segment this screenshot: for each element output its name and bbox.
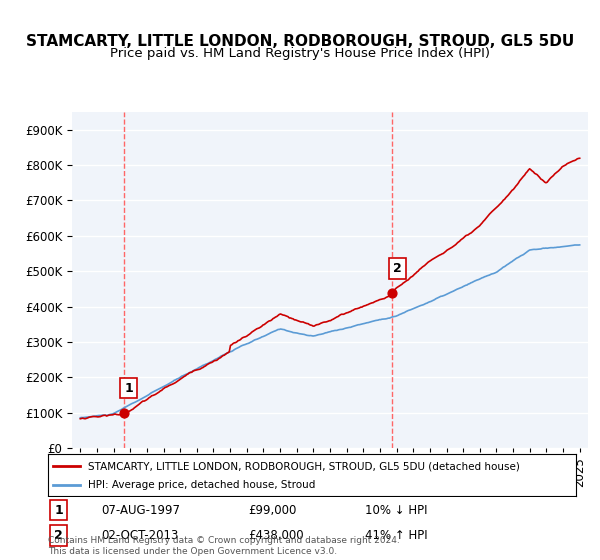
- Text: STAMCARTY, LITTLE LONDON, RODBOROUGH, STROUD, GL5 5DU: STAMCARTY, LITTLE LONDON, RODBOROUGH, ST…: [26, 35, 574, 49]
- Point: [119, 408, 128, 417]
- Text: 1: 1: [124, 382, 133, 395]
- Text: 10% ↓ HPI: 10% ↓ HPI: [365, 503, 427, 517]
- Text: HPI: Average price, detached house, Stroud: HPI: Average price, detached house, Stro…: [88, 480, 315, 490]
- Text: 2: 2: [54, 529, 63, 542]
- Text: STAMCARTY, LITTLE LONDON, RODBOROUGH, STROUD, GL5 5DU (detached house): STAMCARTY, LITTLE LONDON, RODBOROUGH, ST…: [88, 461, 520, 471]
- Text: Price paid vs. HM Land Registry's House Price Index (HPI): Price paid vs. HM Land Registry's House …: [110, 46, 490, 60]
- Point: [388, 288, 397, 297]
- Text: 41% ↑ HPI: 41% ↑ HPI: [365, 529, 427, 542]
- Text: 2: 2: [393, 262, 402, 275]
- Text: £438,000: £438,000: [248, 529, 304, 542]
- Text: 1: 1: [54, 503, 63, 517]
- Text: 07-AUG-1997: 07-AUG-1997: [101, 503, 180, 517]
- Text: 02-OCT-2013: 02-OCT-2013: [101, 529, 178, 542]
- Text: Contains HM Land Registry data © Crown copyright and database right 2024.
This d: Contains HM Land Registry data © Crown c…: [48, 536, 400, 556]
- Text: £99,000: £99,000: [248, 503, 297, 517]
